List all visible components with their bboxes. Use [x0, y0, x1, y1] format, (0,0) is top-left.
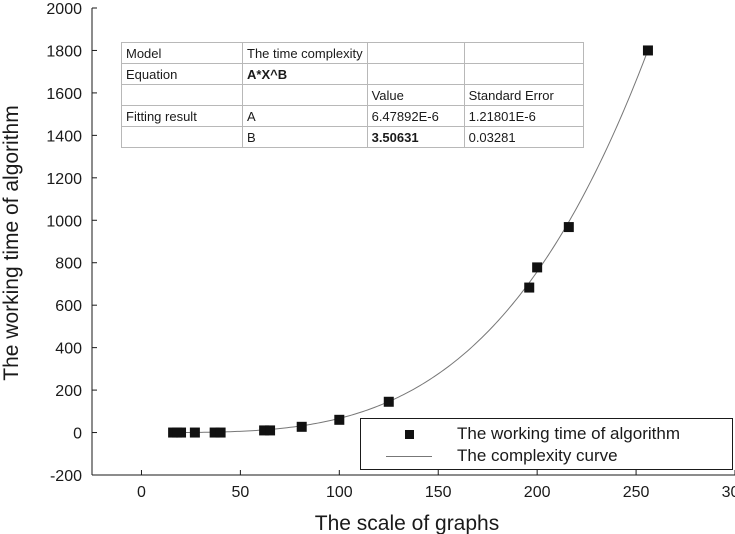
y-tick-label: 800 [55, 256, 82, 273]
table-cell [242, 84, 368, 106]
complexity-curve-layer [173, 50, 649, 434]
y-tick-label: 1000 [46, 213, 82, 230]
table-row: Model The time complexity [121, 42, 584, 64]
table-cell: B [242, 126, 368, 148]
y-tick-label: 600 [55, 298, 82, 315]
legend: The working time of algorithm The comple… [360, 418, 733, 470]
data-point [532, 262, 543, 273]
x-tick-label: 100 [326, 484, 353, 501]
x-tick-label: 0 [137, 484, 146, 501]
table-row: Fitting result A 6.47892E-6 1.21801E-6 [121, 105, 584, 127]
table-cell [463, 63, 584, 85]
data-point [176, 427, 187, 438]
data-points-layer [168, 45, 653, 438]
data-point [259, 425, 270, 436]
table-cell: 0.03281 [463, 126, 584, 148]
table-row: Value Standard Error [121, 84, 584, 106]
table-cell [121, 84, 243, 106]
line-marker-icon [361, 455, 457, 457]
table-cell [366, 63, 465, 85]
table-cell: Standard Error [463, 84, 584, 106]
y-tick-label: 2000 [46, 1, 82, 18]
legend-label: The complexity curve [457, 446, 618, 465]
y-tick-label: 1400 [46, 128, 82, 145]
y-tick-label: -200 [50, 468, 82, 485]
y-tick-label: 200 [55, 383, 82, 400]
data-point [524, 282, 535, 293]
table-cell [121, 126, 243, 148]
x-tick-label: 300 [722, 484, 735, 501]
table-row: Equation A*X^B [121, 63, 584, 85]
table-cell [366, 42, 465, 64]
fit-result-table: Model The time complexity Equation A*X^B… [121, 42, 584, 148]
equation-cell: A*X^B [242, 63, 368, 85]
y-tick-label: 1600 [46, 86, 82, 103]
data-point [215, 427, 226, 438]
square-marker-icon [361, 429, 457, 439]
table-row: B 3.50631 0.03281 [121, 126, 584, 148]
legend-item-points: The working time of algorithm [361, 423, 680, 445]
data-point [189, 427, 200, 438]
data-point [642, 45, 653, 56]
complexity-curve [173, 50, 649, 434]
table-cell: Value [366, 84, 465, 106]
x-tick-label: 150 [425, 484, 452, 501]
table-cell: 1.21801E-6 [463, 105, 584, 127]
legend-label: The working time of algorithm [457, 424, 680, 443]
y-axis-title: The working time of algorithm [0, 105, 23, 380]
x-tick-label: 200 [524, 484, 551, 501]
y-tick-label: 1200 [46, 171, 82, 188]
y-tick-label: 400 [55, 341, 82, 358]
table-cell: Equation [121, 63, 243, 85]
legend-item-curve: The complexity curve [361, 445, 618, 467]
x-axis-title: The scale of graphs [315, 512, 499, 534]
data-point [265, 425, 276, 436]
x-tick-label: 250 [623, 484, 650, 501]
data-point [563, 222, 574, 233]
data-point [296, 421, 307, 432]
table-cell: Fitting result [121, 105, 243, 127]
y-tick-label: 1800 [46, 43, 82, 60]
data-point [383, 396, 394, 407]
table-cell: The time complexity [242, 42, 368, 64]
table-cell: 3.50631 [366, 126, 465, 148]
data-point [334, 414, 345, 425]
x-tick-label: 50 [231, 484, 249, 501]
table-cell: A [242, 105, 368, 127]
table-cell: 6.47892E-6 [366, 105, 465, 127]
y-tick-label: 0 [73, 426, 82, 443]
table-cell: Model [121, 42, 243, 64]
table-cell [463, 42, 584, 64]
axes: 0 50 100 150 200 250 300 -200 0 200 400 600 800 1000 1… [46, 1, 735, 501]
data-point [209, 427, 220, 438]
